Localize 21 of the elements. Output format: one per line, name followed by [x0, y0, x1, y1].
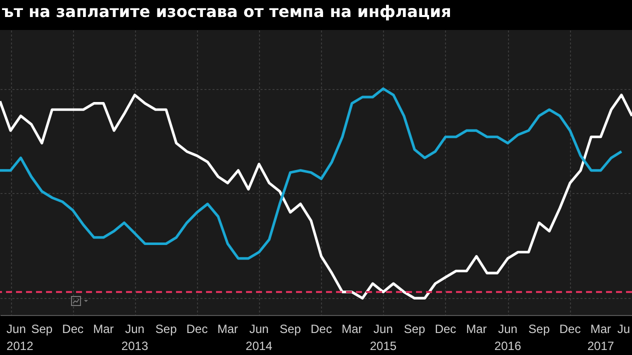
x-tick-label: Sep: [528, 322, 550, 336]
x-tick-label: Dec: [186, 322, 208, 336]
x-tick-label: Sep: [155, 322, 178, 336]
x-tick-label: Jun 2015: [370, 322, 397, 353]
x-tick-label: Ju: [617, 322, 630, 336]
x-tick-label: Dec: [62, 322, 84, 336]
x-tick-label: Mar: [93, 322, 114, 336]
x-tick-label: Dec: [559, 322, 581, 336]
x-tick-label: Sep: [31, 322, 53, 336]
chart-title: ът на заплатите изостава от темпа на инфлация: [2, 2, 452, 21]
x-tick-label: Sep: [404, 322, 426, 336]
x-tick-label: Jun 2014: [246, 322, 273, 353]
x-tick-label: Mar: [217, 322, 238, 336]
x-tick-label: Dec: [434, 322, 456, 336]
x-tick-label: Mar: [342, 322, 362, 336]
x-tick-label: Jun 2016: [494, 322, 522, 353]
x-tick-label: Sep: [280, 322, 302, 336]
x-tick-label: Jun 2013: [121, 322, 148, 353]
x-tick-label: Mar 2017: [587, 322, 614, 353]
x-tick-label: Dec: [310, 322, 332, 336]
x-tick-label: Mar: [466, 322, 487, 336]
